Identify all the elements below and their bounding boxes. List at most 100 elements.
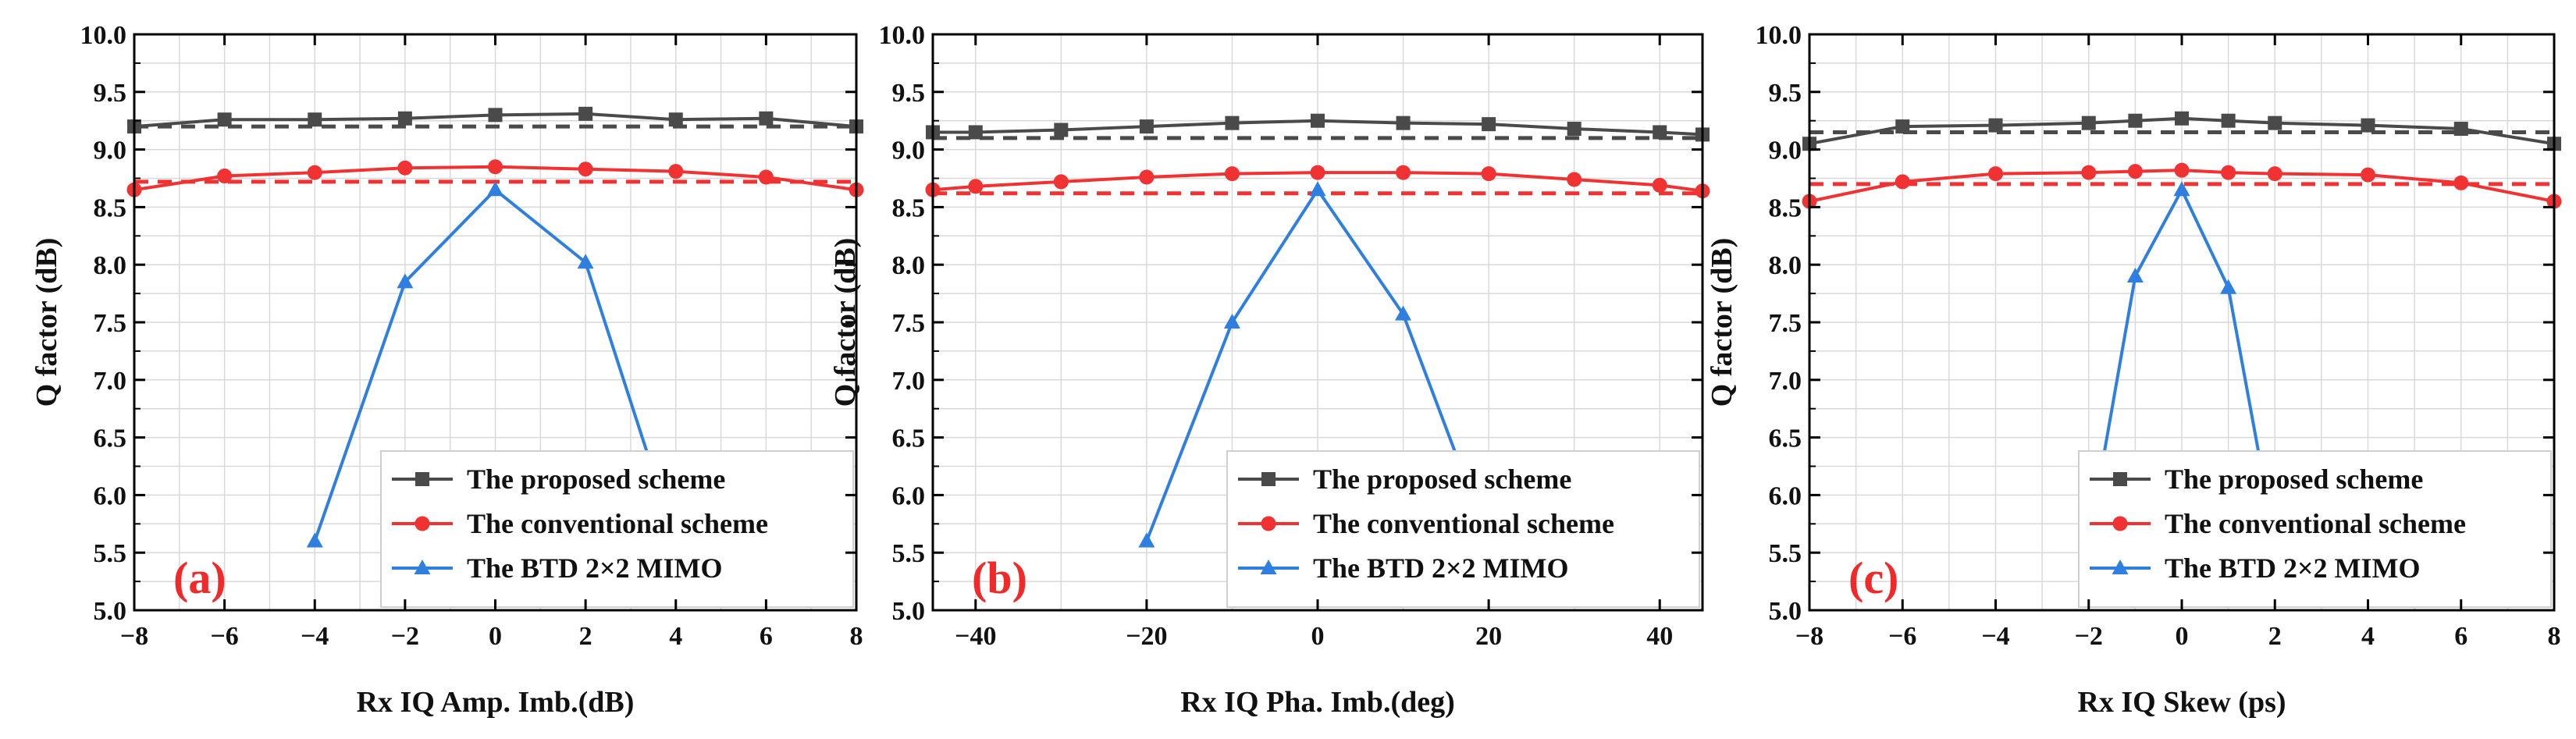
data-point-conventional bbox=[2221, 165, 2236, 180]
y-tick-label: 6.0 bbox=[1769, 481, 1802, 510]
x-tick-label: −2 bbox=[391, 622, 419, 651]
y-tick-label: 9.0 bbox=[94, 137, 127, 165]
data-point-conventional bbox=[2267, 166, 2282, 182]
x-tick-label: 8 bbox=[850, 622, 863, 651]
legend-square-marker bbox=[1261, 472, 1276, 486]
data-point-btd bbox=[1223, 314, 1240, 329]
data-point-proposed bbox=[308, 112, 322, 127]
data-point-proposed bbox=[2221, 113, 2236, 128]
data-point-conventional bbox=[397, 160, 413, 176]
data-point-proposed bbox=[1311, 113, 1325, 128]
x-tick-label: 40 bbox=[1646, 622, 1673, 651]
series-proposed bbox=[1802, 111, 2561, 151]
data-point-conventional bbox=[1895, 174, 1910, 190]
legend: The proposed scheme The conventional sche… bbox=[2078, 450, 2552, 608]
y-tick-label: 6.0 bbox=[94, 481, 127, 510]
data-point-btd bbox=[2173, 181, 2190, 197]
y-tick-label: 5.5 bbox=[1769, 539, 1802, 568]
x-tick-label: −4 bbox=[301, 622, 329, 651]
data-point-proposed bbox=[217, 112, 232, 127]
panel-label: (c) bbox=[1848, 552, 1898, 603]
data-point-conventional bbox=[1396, 165, 1411, 180]
legend-item: The conventional scheme bbox=[1238, 508, 1614, 539]
x-tick-label: −20 bbox=[1126, 622, 1167, 651]
legend-circle-marker bbox=[415, 516, 430, 531]
y-tick-label: 7.5 bbox=[1769, 309, 1802, 338]
data-point-conventional bbox=[1652, 177, 1667, 193]
data-point-proposed bbox=[968, 125, 983, 140]
legend-square-marker bbox=[415, 472, 429, 486]
legend: The proposed scheme The conventional sche… bbox=[380, 450, 854, 608]
data-point-proposed bbox=[2081, 115, 2096, 130]
legend-square-marker bbox=[2113, 472, 2127, 486]
y-axis: 5.0 5.5 6.0 6.5 7.0 7.5 8.0 8.5 9.0 9.5 10.0 bbox=[1756, 21, 2554, 626]
data-point-proposed bbox=[1653, 125, 1667, 140]
legend-triangle-marker bbox=[1260, 560, 1277, 574]
data-point-proposed bbox=[2128, 113, 2143, 128]
data-point-proposed bbox=[1054, 123, 1069, 137]
y-tick-label: 8.0 bbox=[94, 251, 127, 280]
legend-triangle-marker bbox=[414, 560, 431, 574]
data-point-btd bbox=[577, 254, 594, 269]
panel-b: The proposed scheme The conventional sche… bbox=[829, 21, 1710, 719]
data-point-btd bbox=[306, 532, 323, 548]
y-tick-label: 7.5 bbox=[892, 309, 926, 338]
y-tick-label: 9.0 bbox=[1769, 137, 1802, 165]
data-point-proposed bbox=[2361, 118, 2375, 133]
data-point-conventional bbox=[668, 164, 684, 179]
data-point-conventional bbox=[1481, 166, 1496, 182]
data-point-conventional bbox=[1310, 165, 1325, 180]
data-point-proposed bbox=[1482, 117, 1496, 132]
y-tick-label: 7.5 bbox=[94, 309, 127, 338]
data-point-proposed bbox=[1895, 119, 1910, 134]
data-point-btd bbox=[397, 273, 414, 289]
x-tick-label: 8 bbox=[2548, 622, 2561, 651]
data-point-proposed bbox=[1139, 119, 1154, 134]
x-tick-label: 4 bbox=[2361, 622, 2375, 651]
data-point-proposed bbox=[2175, 111, 2189, 126]
y-tick-label: 7.0 bbox=[1769, 367, 1802, 396]
data-point-conventional bbox=[578, 162, 593, 177]
data-point-conventional bbox=[2174, 162, 2190, 178]
legend-circle-marker bbox=[2112, 516, 2128, 531]
series-conventional bbox=[925, 165, 1710, 199]
legend-item: The BTD 2×2 MIMO bbox=[2090, 552, 2421, 584]
x-tick-label: 6 bbox=[760, 622, 773, 651]
legend-label: The conventional scheme bbox=[1313, 508, 1614, 539]
y-tick-label: 5.5 bbox=[94, 539, 127, 568]
series-proposed bbox=[926, 113, 1710, 142]
data-point-conventional bbox=[2453, 175, 2469, 190]
y-tick-label: 6.5 bbox=[892, 425, 926, 453]
data-point-conventional bbox=[1224, 166, 1240, 182]
data-point-btd bbox=[1309, 181, 1326, 197]
data-point-conventional bbox=[2081, 165, 2097, 180]
x-tick-label: −8 bbox=[1795, 622, 1823, 651]
y-tick-label: 10.0 bbox=[879, 21, 926, 50]
data-point-btd bbox=[2126, 267, 2144, 282]
data-point-btd bbox=[1395, 305, 1412, 321]
y-tick-label: 7.0 bbox=[94, 367, 127, 396]
legend-box bbox=[1226, 450, 1700, 608]
x-axis: −40 −20 0 20 40 bbox=[955, 34, 1673, 651]
legend-box bbox=[2078, 450, 2552, 608]
y-tick-label: 10.0 bbox=[80, 21, 127, 50]
y-tick-label: 9.5 bbox=[892, 79, 926, 108]
y-tick-label: 8.5 bbox=[892, 194, 926, 222]
x-tick-label: 20 bbox=[1475, 622, 1502, 651]
x-tick-label: −4 bbox=[1981, 622, 2009, 651]
y-tick-label: 6.0 bbox=[892, 481, 926, 510]
y-tick-label: 5.0 bbox=[892, 597, 926, 626]
y-tick-label: 9.5 bbox=[94, 79, 127, 108]
data-point-conventional bbox=[488, 159, 503, 175]
data-point-proposed bbox=[1396, 115, 1411, 130]
x-tick-label: 0 bbox=[1311, 622, 1325, 651]
legend-label: The BTD 2×2 MIMO bbox=[2165, 552, 2421, 584]
x-tick-label: −40 bbox=[955, 622, 996, 651]
y-tick-label: 6.5 bbox=[1769, 425, 1802, 453]
panel-label: (a) bbox=[173, 552, 226, 603]
legend: The proposed scheme The conventional sche… bbox=[1226, 450, 1700, 608]
y-tick-label: 8.0 bbox=[1769, 251, 1802, 280]
data-point-proposed bbox=[2453, 122, 2468, 137]
legend-item: The BTD 2×2 MIMO bbox=[1238, 552, 1569, 584]
legend-label: The conventional scheme bbox=[2165, 508, 2466, 539]
